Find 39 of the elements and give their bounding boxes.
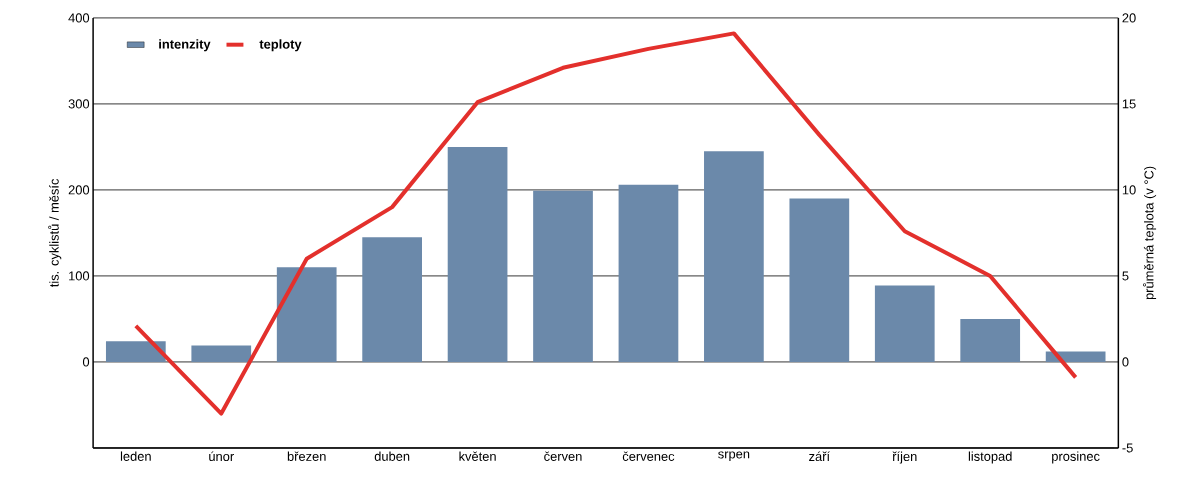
x-tick-label: duben bbox=[374, 451, 410, 461]
y-tick-label: 200 bbox=[68, 185, 90, 195]
x-tick-label: březen bbox=[287, 451, 326, 462]
x-tick-label: prosinec bbox=[1052, 451, 1100, 464]
x-tick-label: listopad bbox=[968, 451, 1012, 464]
bar bbox=[704, 151, 764, 363]
bar bbox=[447, 147, 508, 363]
x-tick-label: září bbox=[809, 451, 831, 462]
bar bbox=[960, 319, 1021, 363]
x-tick-label: červenec bbox=[622, 451, 675, 462]
x-tick-label: říjen bbox=[892, 451, 917, 464]
legend-label: teploty bbox=[259, 39, 302, 52]
bar bbox=[276, 267, 337, 363]
legend-label: intenzity bbox=[159, 39, 211, 52]
y-tick-label: 300 bbox=[68, 99, 90, 109]
bar bbox=[362, 237, 422, 363]
y2-tick-label: -5 bbox=[1122, 443, 1133, 453]
x-tick-label: únor bbox=[209, 451, 234, 462]
bar bbox=[105, 341, 166, 363]
x-tick-label: leden bbox=[120, 451, 151, 461]
bar bbox=[533, 190, 593, 363]
bar bbox=[191, 345, 252, 363]
y-axis-title: tis. cyklistů / měsíc bbox=[48, 179, 62, 288]
bar bbox=[789, 198, 850, 363]
bar bbox=[874, 285, 935, 363]
y-tick-label: 100 bbox=[69, 271, 90, 281]
y2-tick-label: 20 bbox=[1122, 13, 1136, 23]
y2-tick-label: 10 bbox=[1122, 185, 1136, 195]
x-tick-label: srpen bbox=[718, 451, 750, 462]
y2-tick-label: 15 bbox=[1122, 99, 1136, 109]
y-tick-label: 400 bbox=[68, 13, 90, 23]
bar bbox=[618, 184, 679, 363]
y2-axis-title: průměrná teplota (v °C) bbox=[1143, 166, 1157, 300]
y2-tick-label: 5 bbox=[1122, 271, 1129, 281]
line-series bbox=[133, 31, 1078, 416]
y2-tick-label: 0 bbox=[1122, 357, 1129, 367]
y-tick-label: 0 bbox=[82, 357, 90, 367]
x-tick-label: červen bbox=[544, 451, 582, 462]
x-tick-label: květen bbox=[459, 451, 496, 462]
